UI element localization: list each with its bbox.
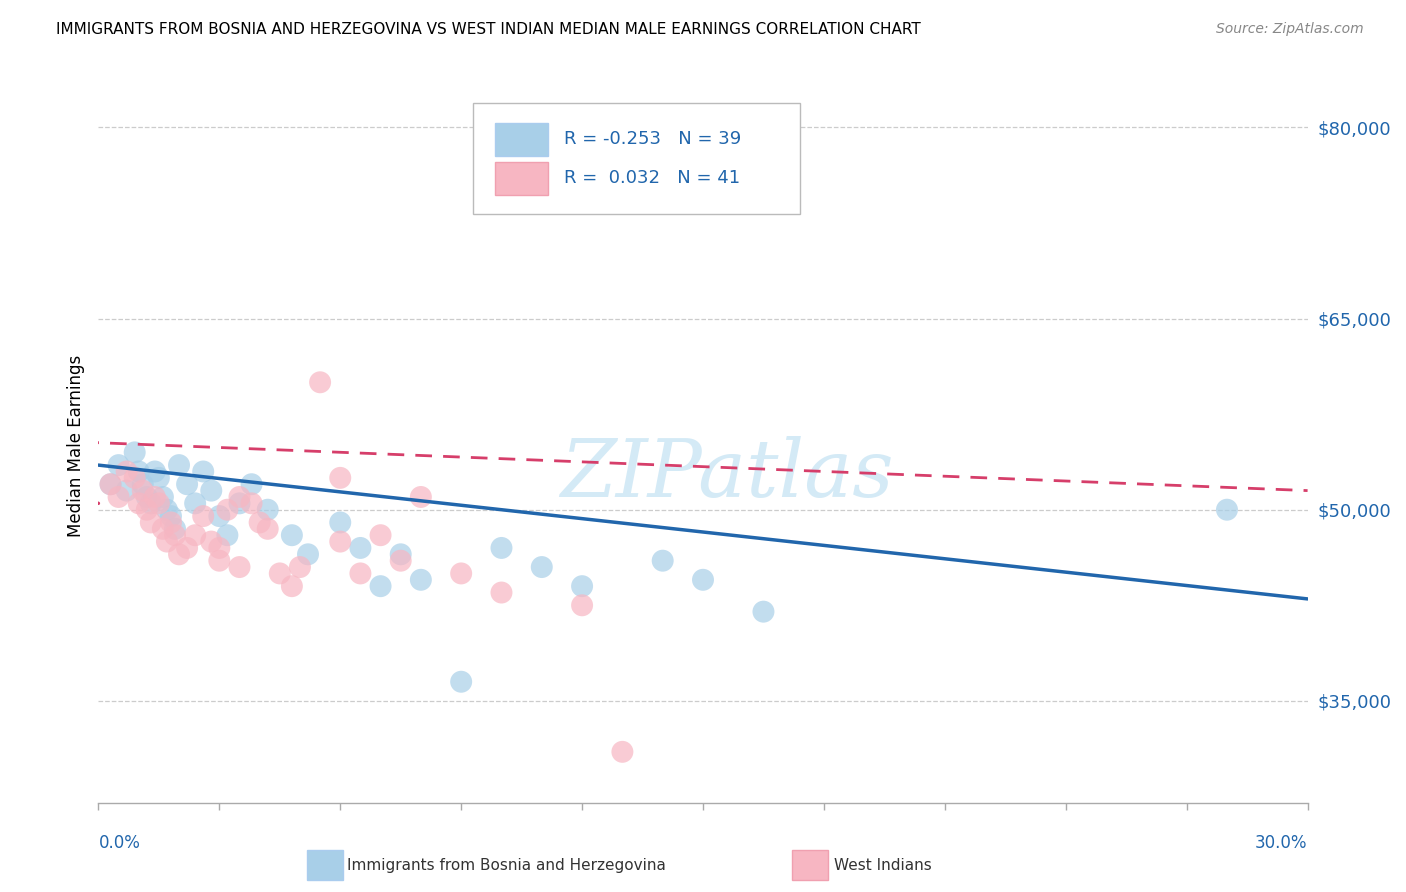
Point [491,585,513,599]
Y-axis label: Median Male Earnings: Median Male Earnings [66,355,84,537]
Point [491,541,513,555]
Point [184,496,207,510]
Point [152,490,174,504]
Point [228,490,250,504]
Point [612,745,634,759]
Text: Source: ZipAtlas.com: Source: ZipAtlas.com [1216,22,1364,37]
Point [329,471,352,485]
Point [349,566,371,581]
FancyBboxPatch shape [495,162,548,194]
Point [571,579,593,593]
Point [281,528,304,542]
Point [193,509,215,524]
Point [107,458,129,472]
Point [124,445,146,459]
Point [200,534,222,549]
Point [184,528,207,542]
Point [115,483,138,498]
Point [208,554,231,568]
Point [124,471,146,485]
Point [1216,502,1239,516]
FancyBboxPatch shape [495,123,548,155]
Point [450,674,472,689]
Point [249,516,271,530]
Point [107,490,129,504]
Point [240,477,263,491]
Point [200,483,222,498]
Point [156,534,179,549]
Point [256,502,278,516]
Text: 0.0%: 0.0% [98,834,141,852]
Point [571,599,593,613]
Point [329,534,352,549]
Point [176,477,198,491]
Point [176,541,198,555]
Point [240,496,263,510]
Text: IMMIGRANTS FROM BOSNIA AND HERZEGOVINA VS WEST INDIAN MEDIAN MALE EARNINGS CORRE: IMMIGRANTS FROM BOSNIA AND HERZEGOVINA V… [56,22,921,37]
Point [148,471,170,485]
Point [530,560,553,574]
Point [228,496,250,510]
Point [409,490,432,504]
Point [329,516,352,530]
Point [163,522,186,536]
FancyBboxPatch shape [474,103,800,214]
Point [349,541,371,555]
Point [143,490,166,504]
Point [256,522,278,536]
Point [228,560,250,574]
Point [132,477,155,491]
Point [288,560,311,574]
Point [297,547,319,561]
Text: R =  0.032   N = 41: R = 0.032 N = 41 [564,169,740,187]
Point [692,573,714,587]
Point [370,528,392,542]
Point [148,496,170,510]
Point [450,566,472,581]
Point [100,477,122,491]
Point [139,516,162,530]
Point [217,528,239,542]
Point [143,465,166,479]
Point [128,465,150,479]
Point [139,496,162,510]
Point [100,477,122,491]
Point [152,522,174,536]
Point [269,566,291,581]
Text: Immigrants from Bosnia and Herzegovina: Immigrants from Bosnia and Herzegovina [347,858,666,872]
Point [135,490,157,504]
Point [128,496,150,510]
Point [281,579,304,593]
Point [115,465,138,479]
Point [217,502,239,516]
Point [193,465,215,479]
Point [135,502,157,516]
Text: ZIPatlas: ZIPatlas [561,436,894,513]
Point [208,509,231,524]
Point [409,573,432,587]
Point [156,502,179,516]
Point [163,528,186,542]
Point [160,509,183,524]
Point [651,554,673,568]
Point [160,516,183,530]
Text: R = -0.253   N = 39: R = -0.253 N = 39 [564,130,741,148]
Point [752,605,775,619]
Point [208,541,231,555]
Point [389,554,412,568]
Point [370,579,392,593]
Point [309,376,332,390]
Point [167,547,190,561]
Text: West Indians: West Indians [834,858,932,872]
Point [389,547,412,561]
Text: 30.0%: 30.0% [1256,834,1308,852]
Point [132,483,155,498]
Point [167,458,190,472]
